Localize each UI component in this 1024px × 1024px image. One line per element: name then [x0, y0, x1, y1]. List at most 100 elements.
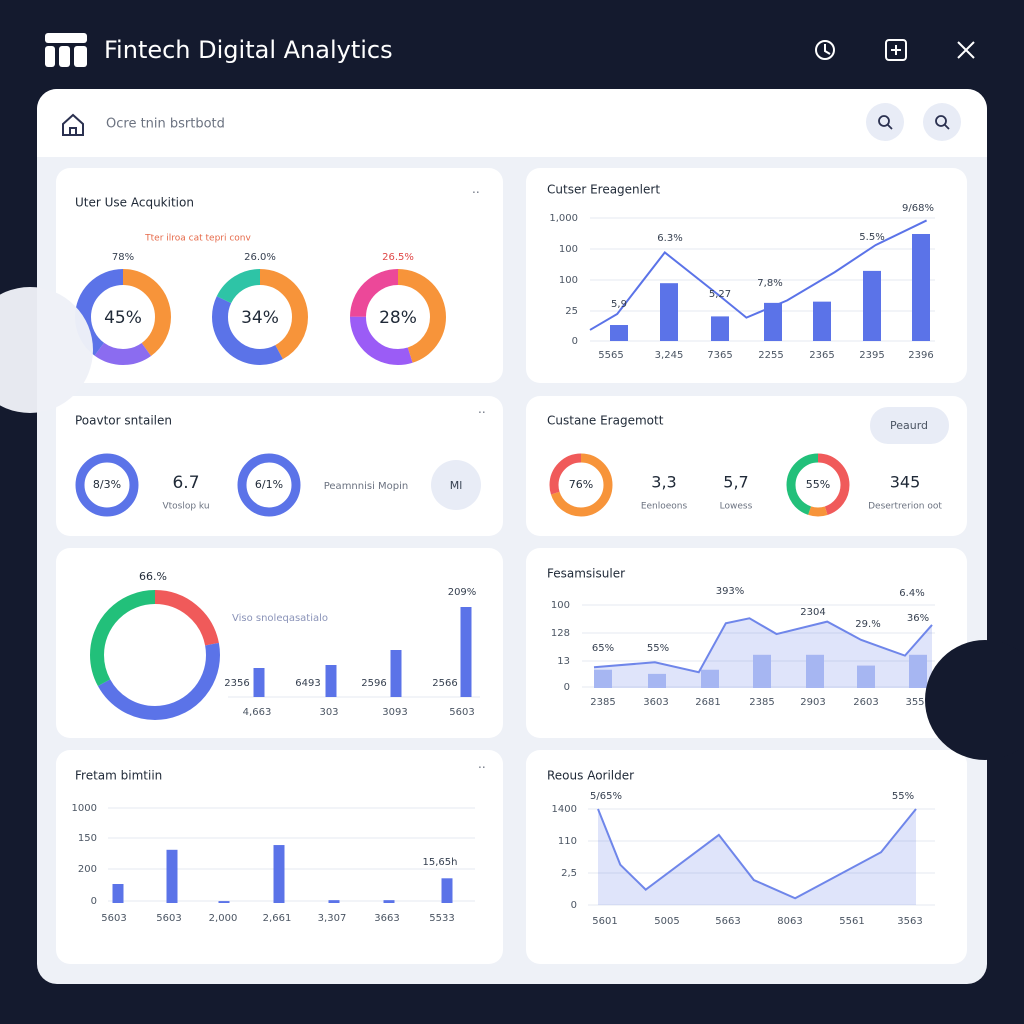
x-tick-label: 3663	[374, 913, 399, 924]
stat-value: 345	[890, 473, 921, 492]
annotation: 5.5%	[859, 232, 884, 243]
annotation: 65%	[592, 643, 614, 654]
y-tick-label: 100	[559, 244, 578, 255]
donut-center-label: 76%	[569, 478, 593, 491]
donut-center-label: 28%	[379, 308, 417, 328]
area-line	[597, 808, 917, 900]
bar	[711, 316, 729, 341]
bar	[166, 849, 178, 903]
menu-dots: ··	[478, 406, 486, 420]
bar	[813, 301, 831, 341]
y-tick-label: 150	[78, 833, 97, 844]
annotation: 29.%	[855, 619, 880, 630]
bar	[273, 845, 285, 903]
button-label: Ml	[450, 479, 463, 492]
donut-top-label: 66.%	[139, 570, 167, 583]
value-label: 2596	[361, 678, 386, 689]
note: Peamnnisi Mopin	[324, 481, 409, 492]
subtitle: Tter ilroa cat tepri conv	[144, 234, 251, 244]
x-tick-label: 2255	[758, 350, 783, 361]
x-tick-label: 2681	[695, 697, 720, 708]
area-fill	[594, 618, 932, 688]
panel-title: Reous Aorilder	[547, 769, 634, 783]
bar	[218, 901, 230, 903]
value-label: 2566	[432, 678, 457, 689]
search-button[interactable]	[923, 103, 961, 141]
donut-segment	[75, 269, 171, 365]
x-tick-label: 3563	[897, 916, 922, 927]
stat-label: Eenloeons	[641, 502, 688, 512]
bar	[863, 270, 881, 341]
panels: Uter Use Acqukition ·· Tter ilroa cat tepr…	[56, 168, 967, 964]
x-tick-label: 2903	[800, 697, 825, 708]
x-tick-label: 303	[319, 707, 338, 718]
bar	[806, 654, 824, 688]
y-tick-label: 0	[91, 896, 97, 907]
x-tick-label: 2365	[809, 350, 834, 361]
y-tick-label: 1,000	[549, 213, 578, 224]
bar	[383, 900, 395, 903]
x-tick-label: 2385	[590, 697, 615, 708]
y-tick-label: 100	[551, 600, 570, 611]
donut-top-label: 26.5%	[382, 252, 414, 263]
bar	[325, 665, 337, 697]
panel-title: Uter Use Acqukition	[75, 196, 194, 210]
y-tick-label: 2,5	[561, 868, 577, 879]
panel-title: Cutser Ereagenlert	[547, 183, 660, 197]
x-tick-label: 2,000	[209, 913, 238, 924]
app-title: Fintech Digital Analytics	[104, 36, 393, 64]
donut-segment	[350, 269, 446, 365]
x-tick-label: 5603	[101, 913, 126, 924]
stat-label: Lowess	[720, 502, 753, 512]
bar	[460, 607, 472, 697]
stat-value: 5,7	[723, 473, 748, 492]
button-label: Peaurd	[890, 419, 928, 432]
donut-top-label: 26.0%	[244, 252, 276, 263]
donut-segment	[75, 453, 139, 517]
bar	[660, 283, 678, 341]
y-tick-label: 0	[571, 900, 577, 911]
search-text[interactable]: Ocre tnin bsrtbotd	[106, 117, 225, 132]
panel	[526, 750, 967, 964]
bar	[648, 673, 666, 688]
bar	[594, 669, 612, 688]
donut-segment	[350, 269, 446, 365]
x-tick-label: 5663	[715, 916, 740, 927]
bar	[390, 650, 402, 697]
donut-top-label: 78%	[112, 252, 134, 263]
annotation: 393%	[716, 586, 745, 597]
stat-value: 3,3	[651, 473, 676, 492]
x-tick-label: 5565	[598, 350, 623, 361]
x-tick-label: 7365	[707, 350, 732, 361]
donut-center-label: 6/1%	[255, 478, 283, 491]
bar	[909, 654, 927, 688]
annotation: 2304	[800, 607, 825, 618]
line	[589, 219, 928, 331]
refresh-icon[interactable]	[815, 40, 835, 60]
donut-center-label: 8/3%	[93, 478, 121, 491]
x-tick-label: 4,663	[243, 707, 272, 718]
round-button[interactable]	[431, 460, 481, 510]
search-button[interactable]	[866, 103, 904, 141]
add-icon[interactable]	[885, 39, 907, 61]
x-tick-label: 3093	[382, 707, 407, 718]
value-label: 6493	[295, 678, 320, 689]
x-tick-label: 3,245	[655, 350, 684, 361]
x-tick-label: 5533	[429, 913, 454, 924]
button[interactable]	[870, 407, 949, 444]
y-tick-label: 1000	[72, 803, 97, 814]
annotation: 55%	[892, 791, 914, 802]
bar	[328, 900, 340, 903]
area-line	[593, 617, 933, 674]
stat-label: Desertrerion oot	[868, 502, 942, 512]
close-icon[interactable]	[957, 41, 975, 59]
annotation: 36%	[907, 613, 929, 624]
bar	[253, 668, 265, 697]
donut-segment	[549, 453, 613, 517]
x-tick-label: 3603	[643, 697, 668, 708]
donut-segment	[786, 453, 850, 517]
decor-circle	[0, 287, 93, 413]
home-icon[interactable]	[62, 113, 84, 136]
y-tick-label: 100	[559, 275, 578, 286]
bar	[764, 302, 782, 341]
